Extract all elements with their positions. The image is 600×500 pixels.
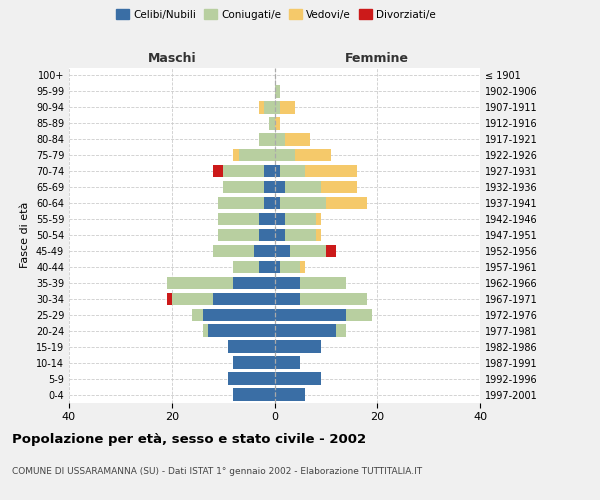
Bar [275, 244, 290, 257]
Bar [346, 308, 372, 321]
Bar [213, 292, 275, 305]
Bar [233, 388, 275, 400]
Bar [259, 133, 275, 145]
Bar [285, 213, 316, 226]
Bar [326, 197, 367, 209]
Bar [280, 197, 326, 209]
Bar [275, 85, 280, 98]
Bar [167, 276, 233, 289]
Bar [223, 165, 264, 177]
Bar [233, 149, 239, 162]
Bar [172, 292, 213, 305]
Bar [300, 260, 305, 273]
Bar [275, 388, 305, 400]
Bar [300, 292, 367, 305]
Bar [228, 340, 275, 353]
Legend: Celibi/Nubili, Coniugati/e, Vedovi/e, Divorziati/e: Celibi/Nubili, Coniugati/e, Vedovi/e, Di… [112, 5, 440, 24]
Text: Popolazione per età, sesso e stato civile - 2002: Popolazione per età, sesso e stato civil… [12, 432, 366, 446]
Bar [275, 229, 285, 241]
Y-axis label: Fasce di età: Fasce di età [20, 202, 30, 268]
Bar [275, 340, 321, 353]
Bar [275, 165, 280, 177]
Bar [275, 324, 336, 337]
Bar [233, 260, 259, 273]
Bar [321, 181, 356, 194]
Bar [259, 229, 275, 241]
Bar [264, 165, 275, 177]
Bar [275, 117, 280, 130]
Bar [275, 260, 280, 273]
Bar [280, 260, 300, 273]
Bar [218, 197, 264, 209]
Bar [275, 276, 300, 289]
Bar [264, 181, 275, 194]
Bar [259, 260, 275, 273]
Bar [316, 213, 321, 226]
Bar [259, 101, 264, 114]
Bar [213, 165, 223, 177]
Bar [275, 101, 280, 114]
Bar [213, 244, 254, 257]
Y-axis label: Anni di nascita: Anni di nascita [597, 194, 600, 276]
Bar [295, 149, 331, 162]
Bar [275, 149, 295, 162]
Text: COMUNE DI USSARAMANNA (SU) - Dati ISTAT 1° gennaio 2002 - Elaborazione TUTTITALI: COMUNE DI USSARAMANNA (SU) - Dati ISTAT … [12, 468, 422, 476]
Bar [264, 197, 275, 209]
Bar [326, 244, 336, 257]
Text: Femmine: Femmine [345, 52, 409, 65]
Bar [275, 308, 346, 321]
Bar [203, 308, 275, 321]
Text: Maschi: Maschi [148, 52, 196, 65]
Bar [285, 181, 321, 194]
Bar [285, 229, 316, 241]
Bar [285, 133, 310, 145]
Bar [259, 213, 275, 226]
Bar [275, 372, 321, 385]
Bar [223, 181, 264, 194]
Bar [290, 244, 326, 257]
Bar [254, 244, 275, 257]
Bar [275, 181, 285, 194]
Bar [233, 276, 275, 289]
Bar [264, 101, 275, 114]
Bar [269, 117, 275, 130]
Bar [280, 165, 305, 177]
Bar [305, 165, 356, 177]
Bar [275, 197, 280, 209]
Bar [275, 356, 300, 369]
Bar [336, 324, 346, 337]
Bar [316, 229, 321, 241]
Bar [192, 308, 203, 321]
Bar [275, 292, 300, 305]
Bar [300, 276, 346, 289]
Bar [280, 101, 295, 114]
Bar [233, 356, 275, 369]
Bar [275, 213, 285, 226]
Bar [208, 324, 275, 337]
Bar [218, 229, 259, 241]
Bar [239, 149, 275, 162]
Bar [228, 372, 275, 385]
Bar [203, 324, 208, 337]
Bar [218, 213, 259, 226]
Bar [167, 292, 172, 305]
Bar [275, 133, 285, 145]
